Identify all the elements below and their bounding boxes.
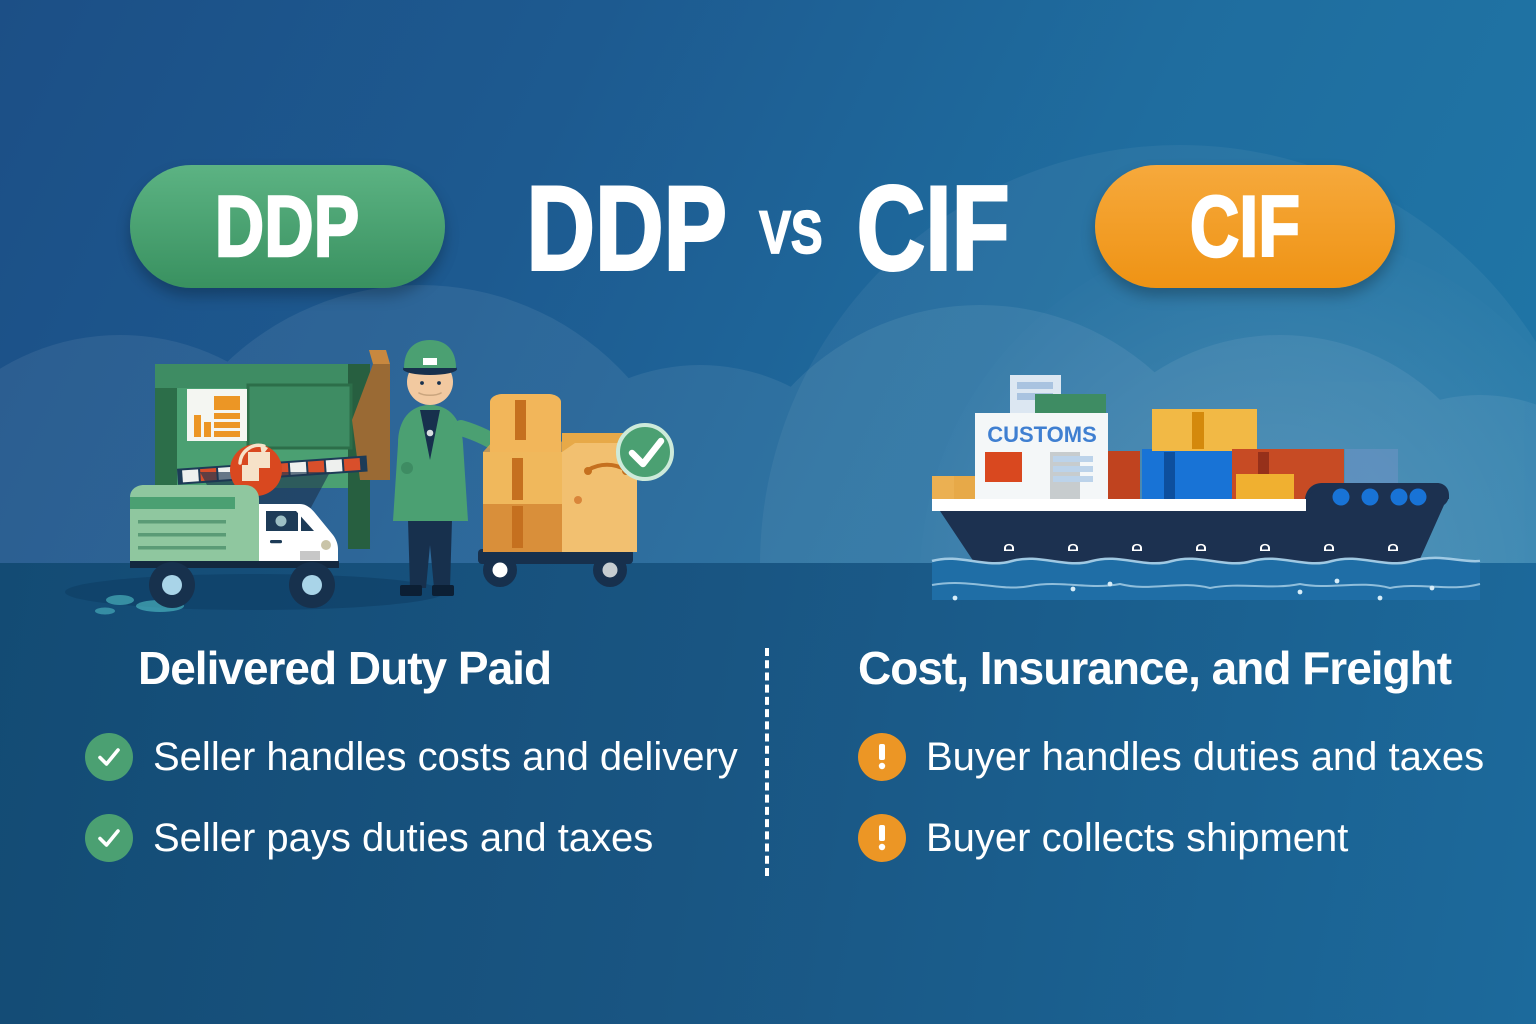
svg-text:CUSTOMS: CUSTOMS <box>987 422 1097 447</box>
